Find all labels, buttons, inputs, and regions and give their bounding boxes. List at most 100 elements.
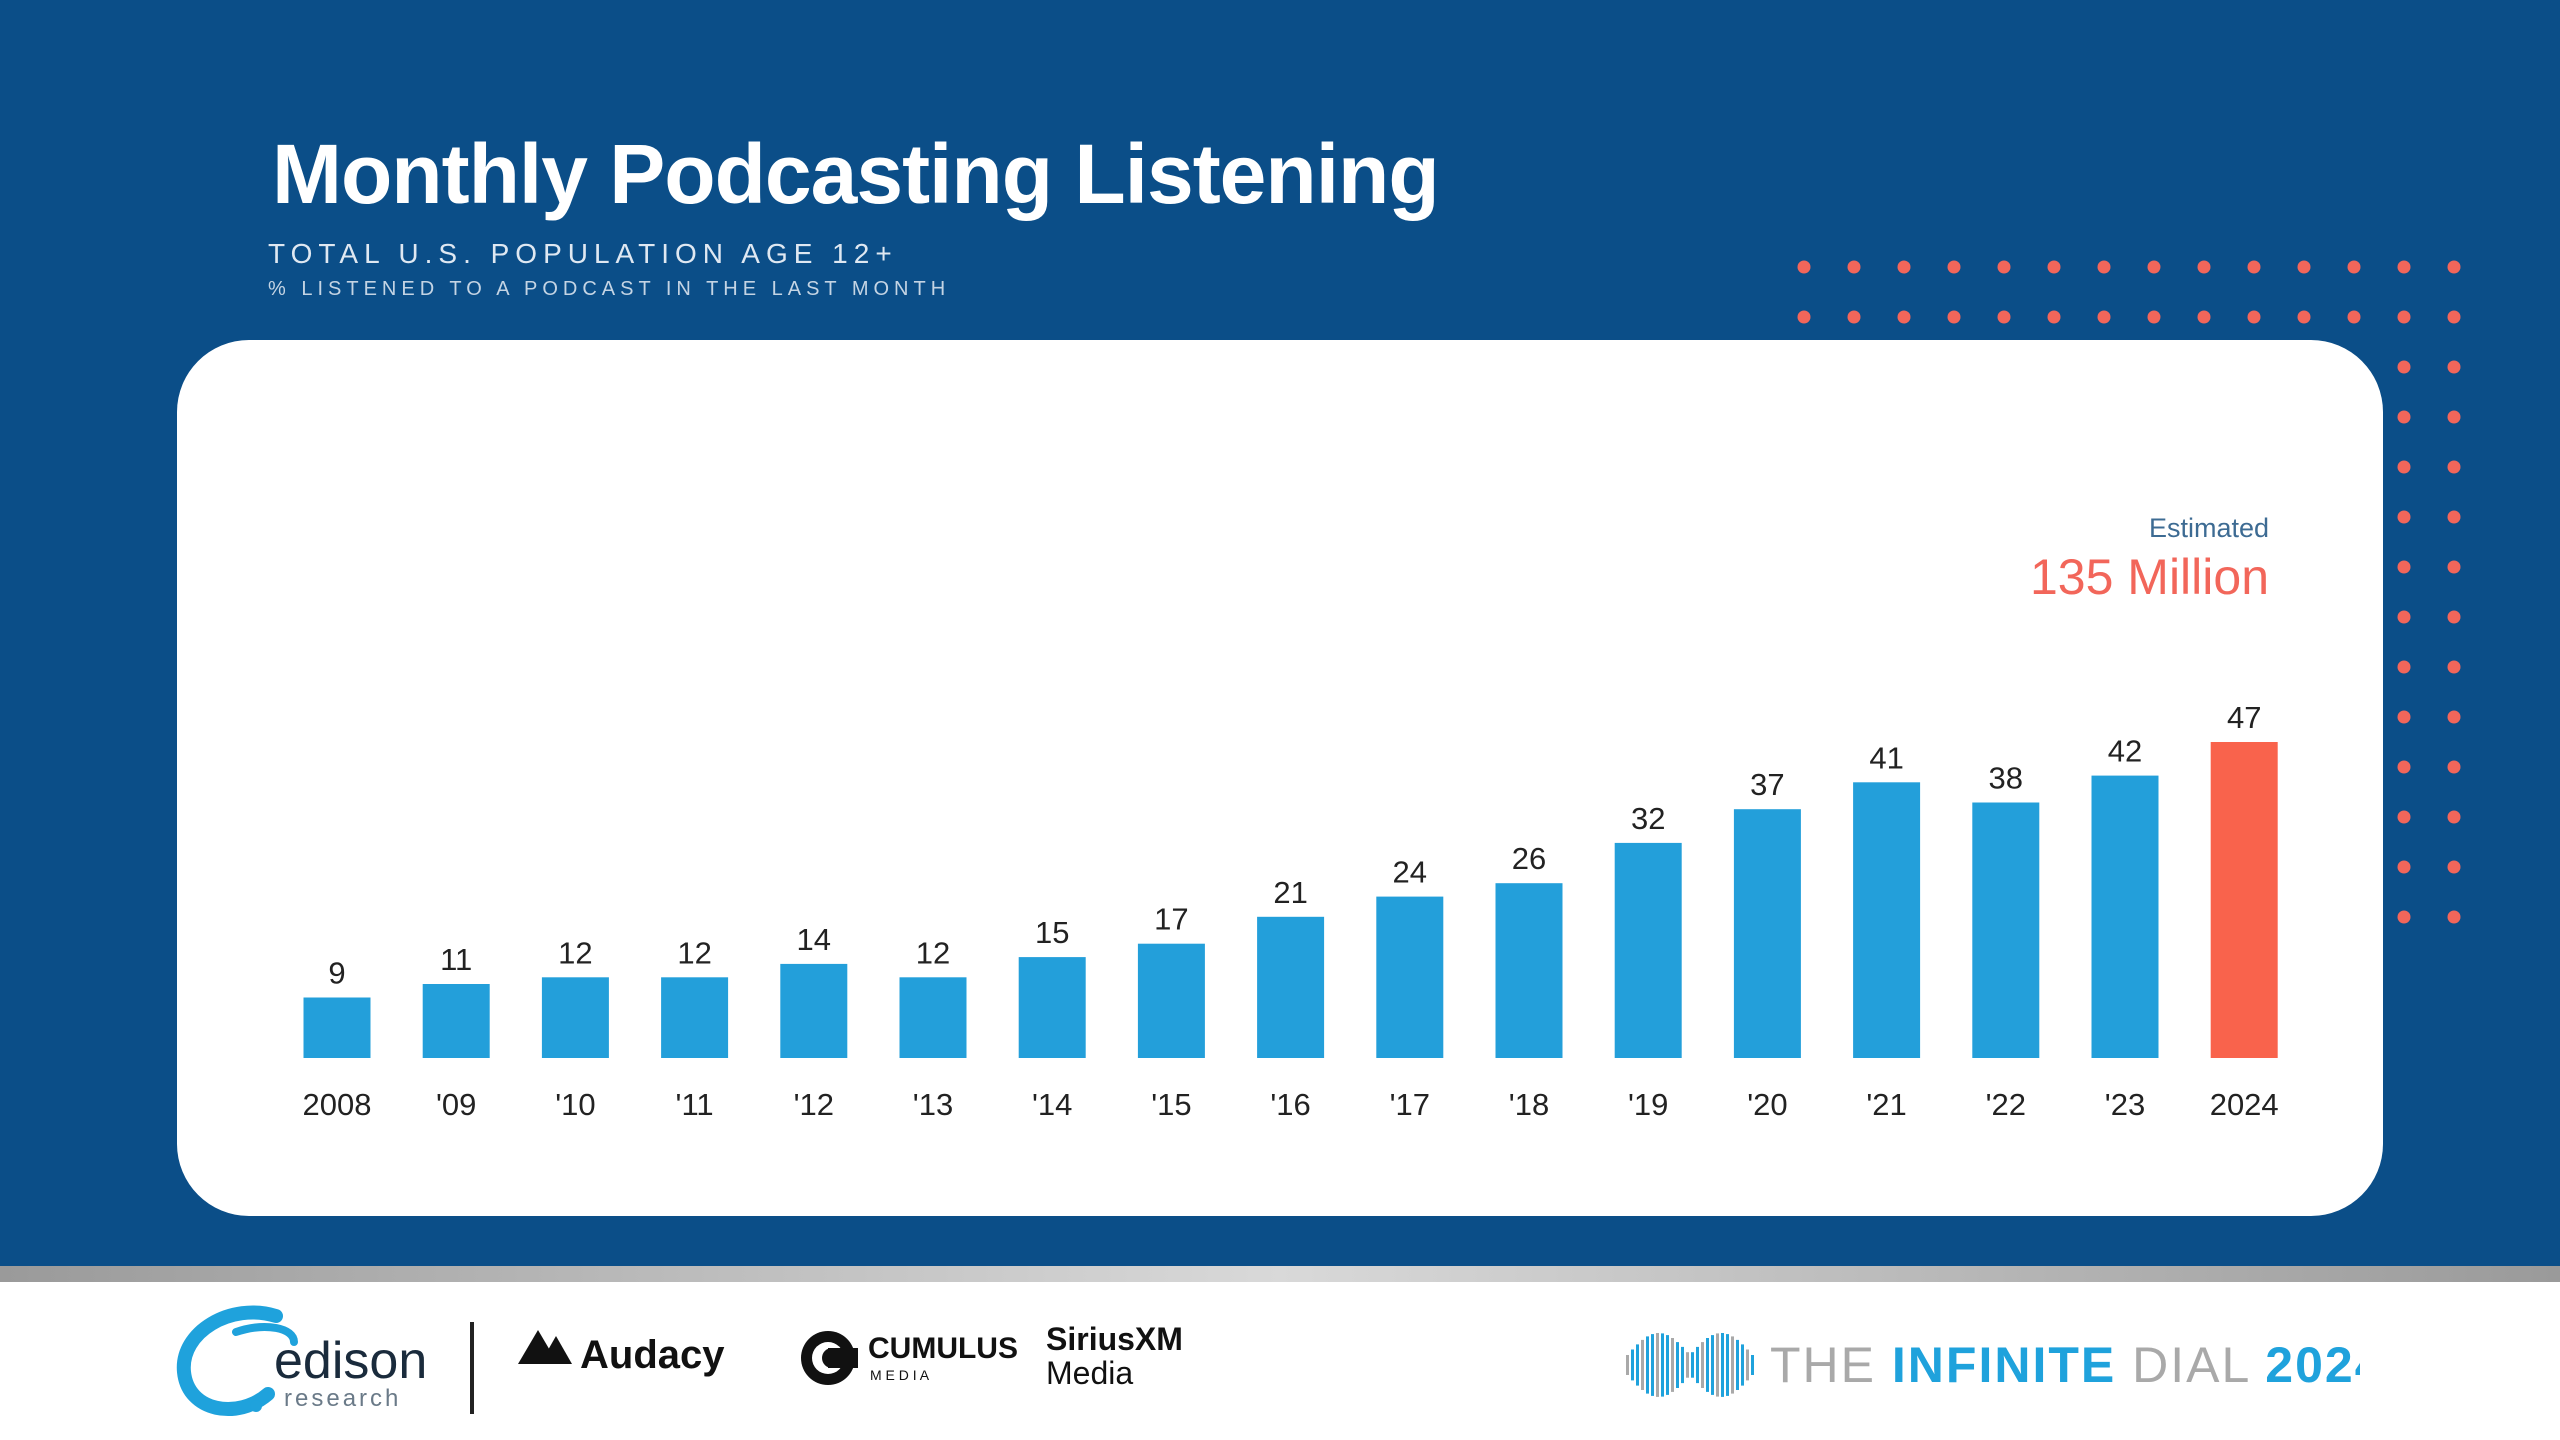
decor-dot [2197, 310, 2211, 324]
chart-card: 9 2008 11 '09 12 '10 12 '11 14 '12 12 '13 15 '14 17 '15… [177, 340, 2383, 1216]
decor-dot [2297, 310, 2311, 324]
logo-bar [1721, 1333, 1724, 1397]
logo-bar [1666, 1335, 1669, 1395]
decor-dot [2297, 260, 2311, 274]
decor-dot [2447, 910, 2461, 924]
x-tick-label: '13 [913, 1087, 953, 1122]
decor-dot [1797, 260, 1811, 274]
bar-value-label: 12 [916, 935, 950, 970]
x-tick-label: 2024 [2210, 1087, 2279, 1122]
svg-text:THE INFINITE DIAL2024: THE INFINITE DIAL2024 [1770, 1337, 2360, 1393]
chart-bar [1614, 842, 1682, 1058]
decor-dot [1797, 310, 1811, 324]
logo-bar [1711, 1335, 1714, 1395]
decor-dot [2447, 460, 2461, 474]
decor-dot [2397, 610, 2411, 624]
estimate-label: Estimated [2148, 513, 2269, 543]
estimate-value: 135 Million [2029, 549, 2269, 605]
bar-chart: 9 2008 11 '09 12 '10 12 '11 14 '12 12 '13 15 '14 17 '15… [303, 700, 2279, 1122]
chart-bar [1853, 782, 1921, 1058]
decor-dot [1997, 260, 2011, 274]
decor-dot [2397, 860, 2411, 874]
cumulus-name: CUMULUS [868, 1332, 1018, 1365]
chart-bar [303, 997, 371, 1058]
decor-dot [2397, 560, 2411, 574]
logo-bar [1656, 1333, 1659, 1397]
subtitle-measure: % LISTENED TO A PODCAST IN THE LAST MONT… [268, 278, 951, 300]
decor-dot [1897, 260, 1911, 274]
decor-dot [2347, 260, 2361, 274]
x-tick-label: 2008 [303, 1087, 372, 1122]
siriusxm-sub: Media [1046, 1355, 1133, 1391]
edison-sub: research [284, 1385, 401, 1412]
x-tick-label: '14 [1032, 1087, 1072, 1122]
decor-dot [2397, 760, 2411, 774]
bar-value-label: 9 [328, 956, 345, 991]
decor-dot [1947, 260, 1961, 274]
chart-bar [1137, 943, 1205, 1058]
bar-value-label: 26 [1512, 841, 1546, 876]
x-tick-label: '09 [436, 1087, 476, 1122]
decor-dot [2397, 910, 2411, 924]
decor-dot [2397, 310, 2411, 324]
bar-value-label: 12 [677, 935, 711, 970]
decor-dot [1947, 310, 1961, 324]
decor-dot [2447, 260, 2461, 274]
logo-bar [1706, 1338, 1709, 1392]
logo-bar [1696, 1346, 1699, 1384]
logo-bar [1691, 1352, 1694, 1378]
bar-value-label: 41 [1869, 740, 1903, 775]
page-title: Monthly Podcasting Listening [272, 127, 1440, 221]
decor-dot [1997, 310, 2011, 324]
cumulus-sub: M E D I A [870, 1367, 930, 1383]
decor-dot [2447, 860, 2461, 874]
footer-divider-band [0, 1266, 2560, 1282]
infinite-dial-word: DIAL [2116, 1337, 2251, 1393]
logo-bar [1741, 1344, 1744, 1386]
decor-dot [2447, 660, 2461, 674]
logo-bar [1701, 1342, 1704, 1388]
x-tick-label: '10 [555, 1087, 595, 1122]
decor-dot [2397, 660, 2411, 674]
footer: edison research Audacy CUMULUS M E D I A… [0, 1282, 2560, 1440]
bar-value-label: 47 [2227, 700, 2261, 735]
chart-bar [1257, 916, 1325, 1058]
bar-value-label: 11 [440, 942, 472, 977]
subtitle-population: TOTAL U.S. POPULATION AGE 12+ [268, 238, 898, 269]
infinite-the: THE [1770, 1337, 1892, 1393]
chart-bar [2091, 775, 2159, 1058]
bar-value-label: 14 [797, 922, 831, 957]
decor-dot [2447, 360, 2461, 374]
chart-bar [541, 977, 609, 1058]
decor-dot [1847, 310, 1861, 324]
chart-bar [780, 963, 848, 1058]
logo-bar [1746, 1349, 1749, 1381]
chart-bar [422, 984, 490, 1058]
decor-dot [2447, 710, 2461, 724]
decor-dot [2047, 310, 2061, 324]
chart-bar [1376, 896, 1444, 1058]
logo-bar [1651, 1334, 1654, 1396]
x-tick-label: '16 [1270, 1087, 1310, 1122]
decor-dot [2447, 760, 2461, 774]
decor-dot [2247, 310, 2261, 324]
decor-dot [2447, 510, 2461, 524]
decor-dot [1847, 260, 1861, 274]
logo-bar [1646, 1336, 1649, 1394]
edison-research-logo: edison research [176, 1305, 427, 1416]
decor-dot [2197, 260, 2211, 274]
logo-bar [1726, 1334, 1729, 1396]
siriusxm-media-logo: SiriusXM Media [1046, 1321, 1183, 1391]
logo-bar [1671, 1338, 1674, 1392]
decor-dot [2447, 610, 2461, 624]
logo-bar [1716, 1333, 1719, 1397]
decor-dot [2397, 810, 2411, 824]
x-tick-label: '21 [1866, 1087, 1906, 1122]
decor-dot [2047, 260, 2061, 274]
decor-dot [2447, 560, 2461, 574]
decorative-dot-grid [1797, 260, 2461, 924]
logo-bar [1751, 1355, 1754, 1375]
decor-dot [2147, 260, 2161, 274]
audacy-logo: Audacy [518, 1330, 725, 1377]
infinite-year: 2024 [2265, 1337, 2360, 1393]
